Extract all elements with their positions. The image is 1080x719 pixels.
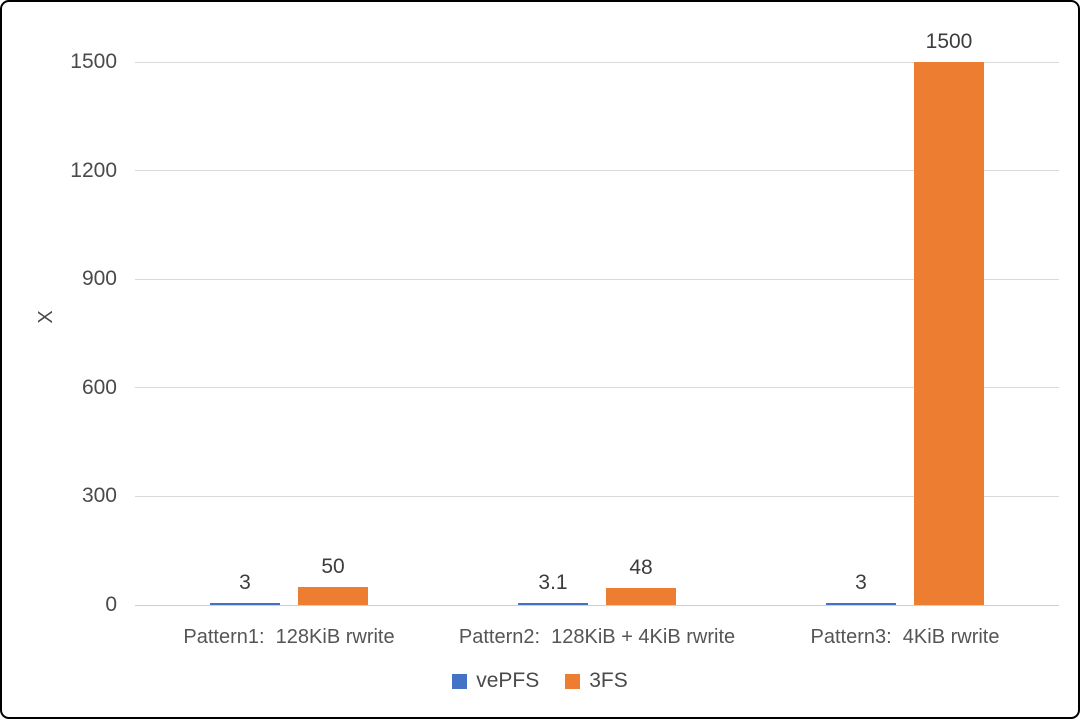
y-tick-label-0: 0 — [105, 593, 117, 616]
data-label-vePFS-category3: 3 — [855, 571, 867, 594]
y-tick-label-900: 900 — [81, 267, 117, 291]
legend-label-3FS: 3FS — [589, 669, 628, 692]
bar-3FS-category2 — [606, 587, 676, 605]
gridline-0 — [135, 604, 1059, 606]
category-label-2: Pattern2: 128KiB + 4KiB rwrite — [458, 626, 736, 648]
y-tick-label-1500: 1500 — [70, 50, 117, 73]
legend-swatch-3FS — [565, 673, 581, 689]
y-tick-label-1200: 1200 — [70, 158, 117, 182]
gridline-900 — [135, 278, 1059, 280]
bar-3FS-category3 — [914, 62, 984, 605]
data-label-vePFS-category1: 3 — [239, 571, 251, 594]
y-tick-label-600: 600 — [81, 375, 117, 399]
category-label-1: Pattern1: 128KiB rwrite — [183, 626, 395, 648]
bar-vePFS-category2 — [518, 603, 588, 605]
y-tick-label-300: 300 — [81, 484, 117, 508]
gridline-600 — [135, 387, 1059, 389]
legend-swatch-vePFS — [452, 673, 468, 689]
data-label-3FS-category3: 1500 — [925, 30, 973, 53]
gridline-300 — [135, 495, 1059, 497]
legend: vePFS 3FS — [2, 664, 1078, 698]
bar-3FS-category1 — [298, 586, 368, 605]
legend-item-3FS: 3FS — [565, 669, 628, 693]
bar-vePFS-category3 — [826, 603, 896, 605]
legend-label-vePFS: vePFS — [476, 669, 540, 692]
data-label-vePFS-category2: 3.1 — [538, 571, 568, 594]
gridline-1200 — [135, 170, 1059, 172]
category-label-3: Pattern3: 4KiB rwrite — [810, 626, 1000, 648]
data-label-3FS-category1: 50 — [321, 554, 345, 578]
bar-vePFS-category1 — [210, 603, 280, 605]
y-axis-title: X — [35, 310, 57, 324]
gridline-1500 — [135, 61, 1059, 63]
legend-item-vePFS: vePFS — [452, 669, 539, 693]
data-label-3FS-category2: 48 — [629, 555, 653, 579]
